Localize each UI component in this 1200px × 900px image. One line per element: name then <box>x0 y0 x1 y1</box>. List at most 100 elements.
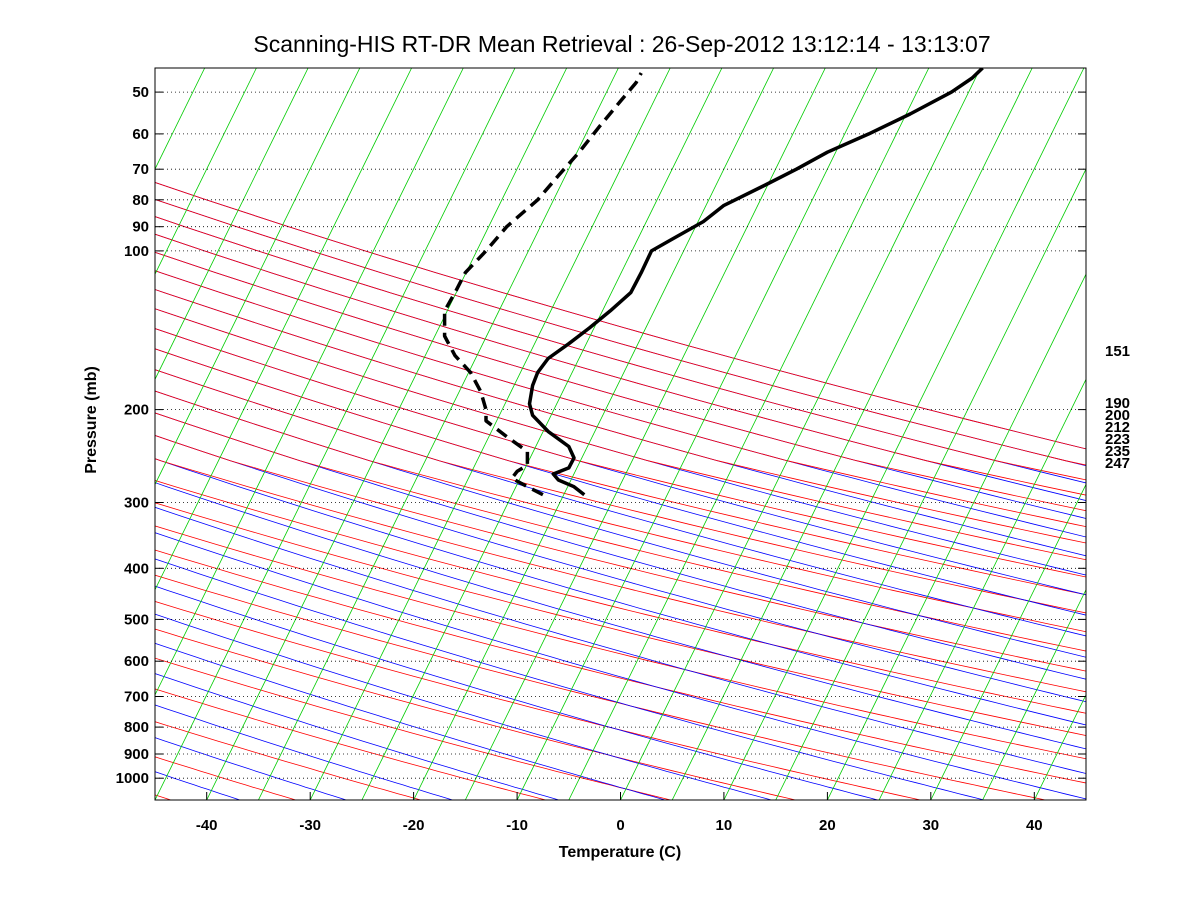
moist-adiabat-line <box>155 412 1086 652</box>
y-tick-label: 100 <box>124 243 149 260</box>
right-label: 212 <box>1105 419 1130 436</box>
x-tick-label: -30 <box>299 817 321 834</box>
y-tick-label: 700 <box>124 689 149 706</box>
x-tick-label: -40 <box>196 817 218 834</box>
dry-adiabat-line <box>155 482 1086 750</box>
y-tick-label: 300 <box>124 495 149 512</box>
moist-adiabat-line <box>155 182 1086 450</box>
x-axis-label: Temperature (C) <box>559 844 681 861</box>
x-tick-label: 10 <box>716 817 733 834</box>
x-axis-ticks: -40 -30 -20 -10 0 10 20 30 40 <box>196 792 1043 834</box>
mixing-ratio-line <box>309 68 671 800</box>
profile-series <box>442 68 984 497</box>
moist-adiabat-line <box>155 721 421 800</box>
moist-adiabat-line <box>155 289 1086 544</box>
dry-adiabat-line <box>0 41 134 800</box>
mixing-ratio-line <box>155 68 257 276</box>
y-tick-label: 80 <box>132 192 149 209</box>
temperature-profile-line <box>527 68 984 497</box>
dry-adiabat-line <box>155 613 772 800</box>
dry-adiabat-line <box>155 642 666 800</box>
dry-adiabat-line <box>155 532 1086 800</box>
moist-adiabat-line <box>155 328 1086 578</box>
mixing-ratio-line <box>1085 799 1086 800</box>
right-label: 247 <box>1105 455 1130 472</box>
moist-adiabat-line <box>155 480 1086 714</box>
mixing-ratio-line <box>620 68 981 800</box>
moist-adiabat-line <box>155 348 1086 596</box>
moist-adiabat-line <box>155 270 1086 528</box>
y-tick-label: 50 <box>132 84 149 101</box>
y-tick-label: 600 <box>124 653 149 670</box>
dry-adiabat-line <box>155 558 985 800</box>
y-axis-label: Pressure (mb) <box>83 366 100 474</box>
dry-adiabat-line <box>155 704 453 800</box>
dry-adiabat-line <box>155 771 241 800</box>
mixing-ratio-line <box>671 68 1033 800</box>
x-tick-label: 30 <box>922 817 939 834</box>
mixing-ratio-line <box>878 378 1086 800</box>
mixing-ratio-line <box>982 588 1086 800</box>
y-axis-ticks: 50 60 70 80 90 100 200 300 400 500 600 700 800 900 100… <box>116 84 1086 787</box>
dry-adiabat-line <box>155 506 1086 774</box>
background-lines <box>0 41 1086 800</box>
moist-adiabat-line <box>155 435 1086 672</box>
pressure-grid <box>155 91 1086 779</box>
mixing-ratio-line <box>516 68 878 800</box>
right-label: 200 <box>1105 407 1130 424</box>
moist-adiabat-line <box>155 458 1086 693</box>
mixing-ratio-line <box>930 483 1086 800</box>
mixing-ratio-line <box>155 68 516 800</box>
right-label: 151 <box>1105 343 1130 360</box>
mixing-ratio-line <box>155 68 206 170</box>
mixing-ratio-line <box>827 273 1086 800</box>
x-tick-label: 20 <box>819 817 836 834</box>
moist-adiabat-line <box>155 369 1086 614</box>
mixing-ratio-line <box>0 68 50 800</box>
moist-adiabat-line <box>155 199 1086 466</box>
mixing-ratio-line <box>568 68 930 800</box>
x-tick-label: 0 <box>616 817 624 834</box>
mixing-ratio-line <box>155 68 361 486</box>
mixing-ratio-line <box>775 168 1086 800</box>
moist-adiabat-line <box>155 525 1086 760</box>
x-tick-label: 40 <box>1026 817 1043 834</box>
y-tick-label: 70 <box>132 161 149 178</box>
dry-adiabat-line <box>155 673 559 800</box>
moist-adiabat-line <box>155 502 1086 736</box>
moist-adiabat-line <box>155 756 296 800</box>
chart-title: Scanning-HIS RT-DR Mean Retrieval : 26-S… <box>253 31 990 57</box>
mixing-ratio-line <box>723 68 1085 800</box>
y-tick-label: 1000 <box>116 770 149 787</box>
moist-adiabat-line <box>155 233 1086 496</box>
moist-adiabat-line <box>155 308 1086 561</box>
y-tick-label: 90 <box>132 219 149 236</box>
mixing-ratio-line <box>155 68 464 696</box>
y-tick-label: 400 <box>124 560 149 577</box>
y-tick-label: 900 <box>124 746 149 763</box>
mixing-ratio-line <box>464 68 826 800</box>
right-label: 190 <box>1105 395 1130 412</box>
mixing-ratio-line <box>413 68 774 800</box>
moist-adiabat-line <box>155 688 546 800</box>
x-tick-label: -20 <box>403 817 425 834</box>
dry-adiabat-line <box>155 585 878 800</box>
mixing-ratio-line <box>206 68 568 800</box>
moist-adiabat-line <box>155 628 796 800</box>
mixing-ratio-line <box>361 68 723 800</box>
moist-adiabat-line <box>155 657 671 800</box>
y-tick-label: 800 <box>124 719 149 736</box>
mixing-ratio-line <box>155 68 412 591</box>
dewpoint-profile-line <box>442 72 643 497</box>
y-tick-label: 200 <box>124 402 149 419</box>
y-tick-label: 60 <box>132 126 149 143</box>
moist-adiabat-line <box>155 549 1086 784</box>
moist-adiabat-line <box>155 574 1046 800</box>
moist-adiabat-line <box>155 251 1086 512</box>
right-label: 235 <box>1105 443 1130 460</box>
x-tick-label: -10 <box>506 817 528 834</box>
moist-adiabat-line <box>155 390 1086 633</box>
dry-adiabat-line <box>155 737 347 800</box>
